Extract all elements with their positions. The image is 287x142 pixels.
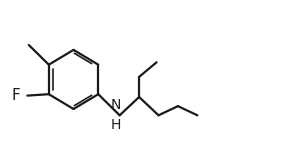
Text: F: F: [11, 88, 20, 103]
Text: N: N: [110, 99, 121, 112]
Text: H: H: [110, 118, 121, 132]
